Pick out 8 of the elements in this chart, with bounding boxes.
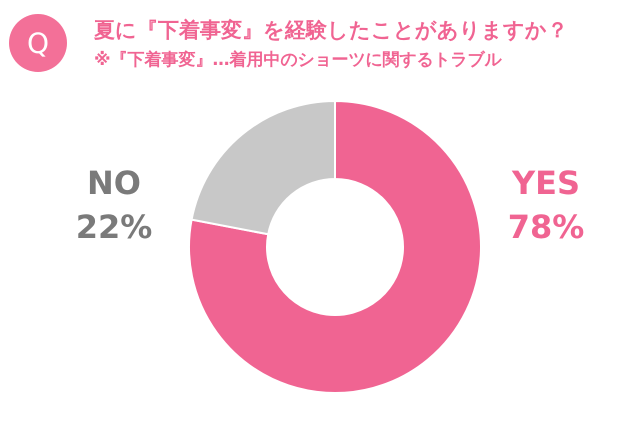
slice-label: YES — [510, 164, 580, 202]
data-label: 78% — [508, 208, 584, 246]
data-label: 22% — [76, 208, 152, 246]
slice-label: NO — [87, 164, 141, 202]
donut-slice — [188, 100, 482, 394]
chart-title: 夏に『下着事変』を経験したことがありますか？ — [94, 17, 568, 44]
chart-subtitle: ※『下着事変』…着用中のショーツに関するトラブル — [94, 49, 502, 71]
badge-icon: Q — [9, 14, 67, 72]
